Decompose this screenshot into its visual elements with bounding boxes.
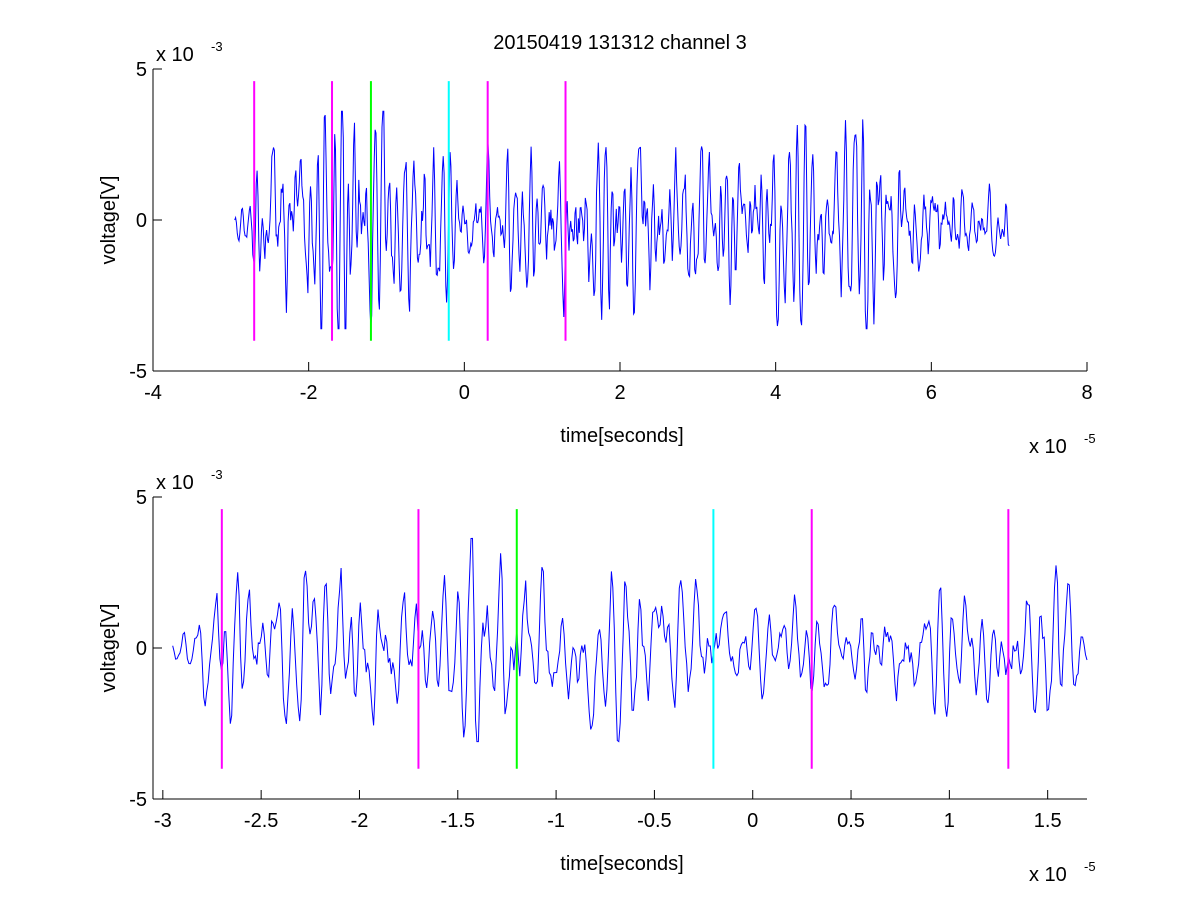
x-exponent-power: -5 <box>1084 859 1096 874</box>
x-tick-label: -3 <box>154 810 172 832</box>
x-tick-label: 1 <box>944 810 955 832</box>
x-tick-label: 0.5 <box>837 810 865 832</box>
y-tick-label: 0 <box>136 638 147 660</box>
x-tick-label: -4 <box>144 382 162 404</box>
x-tick-label: 8 <box>1081 382 1092 404</box>
y-tick-label: -5 <box>129 361 147 383</box>
x-tick-label: 2 <box>614 382 625 404</box>
y-axis-label: voltage[V] <box>98 604 120 693</box>
x-exponent-power: -5 <box>1084 431 1096 446</box>
x-tick-label: -2 <box>300 382 318 404</box>
x-tick-label: -1.5 <box>441 810 475 832</box>
x-tick-label: 0 <box>459 382 470 404</box>
y-axis-label: voltage[V] <box>98 176 120 265</box>
signal-trace <box>172 537 1088 743</box>
x-tick-label: 4 <box>770 382 781 404</box>
y-tick-label: 5 <box>136 487 147 509</box>
x-tick-label: -1 <box>547 810 565 832</box>
x-tick-label: -2 <box>351 810 369 832</box>
top-plot: -4 -2 0 2 4 6 8 -5 0 5 time[seconds] voltage[V] x 10… <box>98 39 1096 458</box>
x-exponent-label: x 10 <box>1029 864 1067 886</box>
y-exponent-power: -3 <box>211 467 223 482</box>
x-exponent-label: x 10 <box>1029 436 1067 458</box>
y-exponent-label: x 10 <box>156 44 194 66</box>
x-tick-label: 1.5 <box>1034 810 1062 832</box>
y-tick-label: -5 <box>129 789 147 811</box>
bottom-plot: -3 -2.5 -2 -1.5 -1 -0.5 0 0.5 1 1.5 -5 0 5 time[secon… <box>98 467 1096 886</box>
y-tick-label: 0 <box>136 210 147 232</box>
x-tick-label: 6 <box>926 382 937 404</box>
x-tick-label: -2.5 <box>244 810 278 832</box>
x-tick-label: -0.5 <box>637 810 671 832</box>
y-tick-label: 5 <box>136 59 147 81</box>
figure-title: 20150419 131312 channel 3 <box>493 32 747 54</box>
y-exponent-label: x 10 <box>156 472 194 494</box>
x-axis-label: time[seconds] <box>560 425 683 447</box>
signal-trace <box>234 110 1010 330</box>
x-axis-label: time[seconds] <box>560 853 683 875</box>
x-tick-label: 0 <box>747 810 758 832</box>
y-exponent-power: -3 <box>211 39 223 54</box>
